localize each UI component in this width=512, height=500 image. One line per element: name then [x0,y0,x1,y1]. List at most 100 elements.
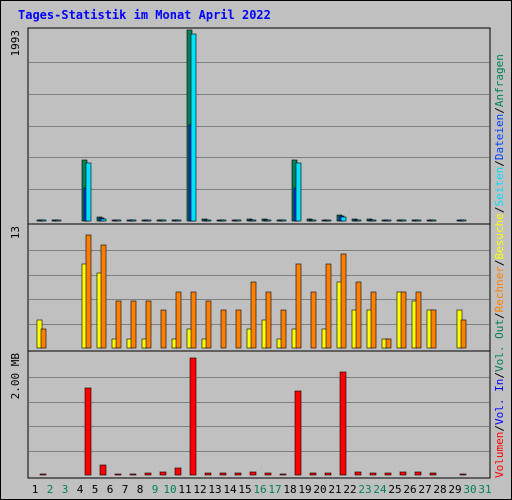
bar-rechner-day-21 [340,253,347,349]
bar-volumen-day-17 [279,473,287,476]
bar-volumen-day-8 [144,472,152,476]
x-label-day-18: 18 [283,483,296,496]
bar-rechner-day-4 [85,234,92,349]
bar-rechner-day-9 [160,309,167,349]
bar-volumen-day-6 [114,473,122,476]
legend-separator: / [493,206,506,213]
bar-seiten-day-5 [100,218,107,222]
bar-seiten-day-26 [415,219,422,222]
bars-visits [29,234,489,349]
bar-seiten-day-1 [40,219,47,222]
bar-volumen-day-27 [429,472,437,476]
bar-volumen-day-25 [399,471,407,476]
bar-seiten-day-18 [295,162,302,222]
bar-rechner-day-15 [250,281,257,349]
bar-volumen-day-12 [204,472,212,476]
bar-volumen-day-22 [354,471,362,476]
x-label-day-17: 17 [268,483,281,496]
bar-volumen-day-26 [414,471,422,476]
x-label-day-3: 3 [62,483,69,496]
x-label-day-14: 14 [223,483,237,496]
bar-seiten-day-19 [310,219,317,222]
bar-seiten-day-14 [235,219,242,222]
bar-rechner-day-26 [415,291,422,349]
legend-item-vol-out: Vol. Out [493,319,506,372]
bar-rechner-day-12 [205,300,212,349]
bar-seiten-day-8 [145,219,152,222]
x-label-day-7: 7 [122,483,129,496]
bar-rechner-day-8 [145,300,152,349]
bar-rechner-day-7 [130,300,137,349]
bar-rechner-day-24 [385,338,392,349]
bar-volumen-day-23 [369,472,377,476]
x-label-day-9: 9 [152,483,159,496]
bar-rechner-day-11 [190,291,197,349]
bar-seiten-day-9 [160,219,167,222]
bar-volumen-day-15 [249,471,257,476]
bar-rechner-day-22 [355,281,362,349]
bar-rechner-day-14 [235,309,242,349]
legend-separator: / [493,259,506,266]
bar-rechner-day-16 [265,291,272,349]
bar-rechner-day-10 [175,291,182,349]
bar-seiten-day-27 [430,219,437,222]
bar-volumen-day-16 [264,472,272,476]
bar-seiten-day-11 [190,33,197,222]
panel-volume-frame [27,350,491,479]
x-label-day-15: 15 [238,483,251,496]
y-max-label-volume: 2.00 MB [9,353,22,400]
bar-seiten-day-22 [355,219,362,222]
bar-rechner-day-29 [460,319,467,349]
bar-seiten-day-15 [250,219,257,222]
bar-volumen-day-9 [159,471,167,476]
bar-volumen-day-20 [324,472,332,476]
legend-separator: / [493,372,506,379]
bar-seiten-day-17 [280,219,287,222]
x-label-day-20: 20 [313,483,326,496]
x-label-day-1: 1 [32,483,39,496]
bar-volumen-day-21 [339,371,347,476]
legend-separator: / [493,312,506,319]
x-label-day-19: 19 [298,483,311,496]
bar-seiten-day-23 [370,219,377,222]
legend-item-vol-in: Vol. In [493,379,506,425]
x-label-day-2: 2 [47,483,54,496]
bar-volumen-day-24 [384,472,392,476]
x-label-day-8: 8 [137,483,144,496]
x-label-day-23: 23 [358,483,371,496]
bar-rechner-day-18 [295,263,302,349]
legend-item-seiten: Seiten [493,167,506,207]
legend-separator: / [493,425,506,432]
bar-seiten-day-12 [205,219,212,222]
bar-volumen-day-13 [219,472,227,476]
legend: Volumen/Vol. In/Vol. Out/Rechner/Besuche… [493,54,506,478]
bar-volumen-day-4 [84,387,92,476]
bar-volumen-day-18 [294,390,302,476]
panel-visits: 13 [9,223,491,352]
x-label-day-6: 6 [107,483,114,496]
panel-hits: 1993 [9,27,491,225]
bar-seiten-day-29 [460,219,467,222]
bar-rechner-day-6 [115,300,122,349]
bar-rechner-day-13 [220,309,227,349]
legend-item-besuche: Besuche [493,213,506,259]
bar-seiten-day-13 [220,219,227,222]
legend-item-volumen: Volumen [493,432,506,478]
bar-volumen-day-19 [309,472,317,476]
bar-volumen-day-10 [174,467,182,476]
bars-hits [29,29,489,222]
x-label-day-22: 22 [343,483,356,496]
bars-volume [29,357,489,476]
bar-volumen-day-11 [189,357,197,476]
bar-seiten-day-2 [55,219,62,222]
bar-rechner-day-20 [325,263,332,349]
x-label-day-30: 30 [463,483,476,496]
bar-rechner-day-25 [400,291,407,349]
x-label-day-4: 4 [77,483,84,496]
bar-seiten-day-20 [325,219,332,222]
bar-volumen-day-5 [99,464,107,476]
bar-rechner-day-17 [280,309,287,349]
x-label-day-16: 16 [253,483,266,496]
bar-rechner-day-23 [370,291,377,349]
x-label-day-26: 26 [403,483,416,496]
